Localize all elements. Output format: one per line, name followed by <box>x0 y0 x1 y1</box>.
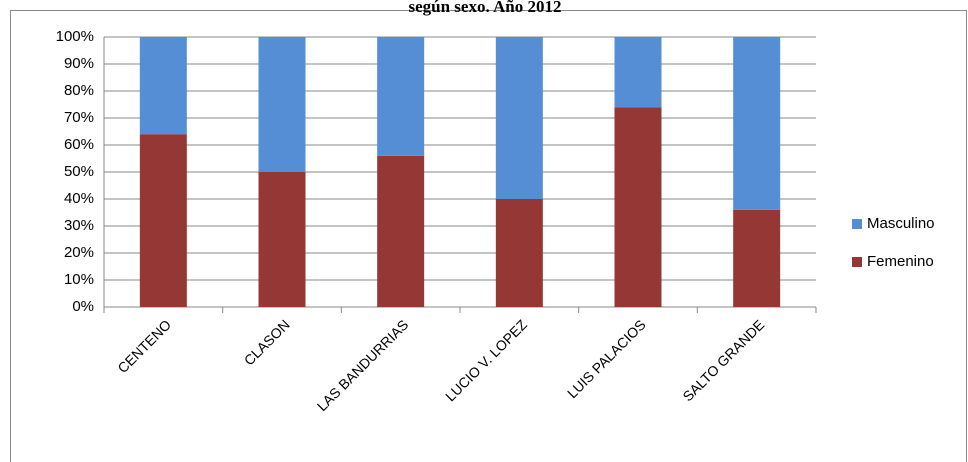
x-tick-label: LUCIO V. LOPEZ <box>442 316 530 404</box>
y-tick-label: 70% <box>64 109 94 126</box>
x-tick-label: CENTENO <box>114 316 174 376</box>
legend-label: Masculino <box>867 215 935 232</box>
y-tick-label: 60% <box>64 136 94 153</box>
y-tick-label: 20% <box>64 244 94 261</box>
y-tick-label: 80% <box>64 82 94 99</box>
x-tick-label: SALTO GRANDE <box>679 316 767 404</box>
bar-segment <box>377 37 425 156</box>
legend-swatch <box>852 219 862 229</box>
bar-segment <box>258 172 306 307</box>
legend-label: Femenino <box>867 253 934 270</box>
bar-segment <box>139 134 187 307</box>
bar-segment <box>733 209 781 307</box>
y-tick-label: 50% <box>64 163 94 180</box>
y-tick-label: 90% <box>64 55 94 72</box>
y-tick-label: 100% <box>56 28 94 45</box>
x-tick-label: LAS BANDURRIAS <box>314 316 412 414</box>
bar-segment <box>495 199 543 307</box>
chart-title: según sexo. Año 2012 <box>408 0 561 16</box>
x-tick-label: LUIS PALACIOS <box>564 316 649 401</box>
legend-swatch <box>852 257 862 267</box>
bar-segment <box>377 155 425 307</box>
bar-segment <box>733 37 781 210</box>
bar-segment <box>614 107 662 307</box>
y-tick-label: 30% <box>64 217 94 234</box>
y-tick-label: 0% <box>72 298 94 315</box>
x-tick-label: CLASON <box>241 316 293 368</box>
bar-segment <box>258 37 306 172</box>
chart-frame <box>10 10 967 462</box>
bar-segment <box>614 37 662 108</box>
bar-segment <box>495 37 543 199</box>
y-tick-label: 40% <box>64 190 94 207</box>
bar-segment <box>139 37 187 135</box>
y-tick-label: 10% <box>64 271 94 288</box>
